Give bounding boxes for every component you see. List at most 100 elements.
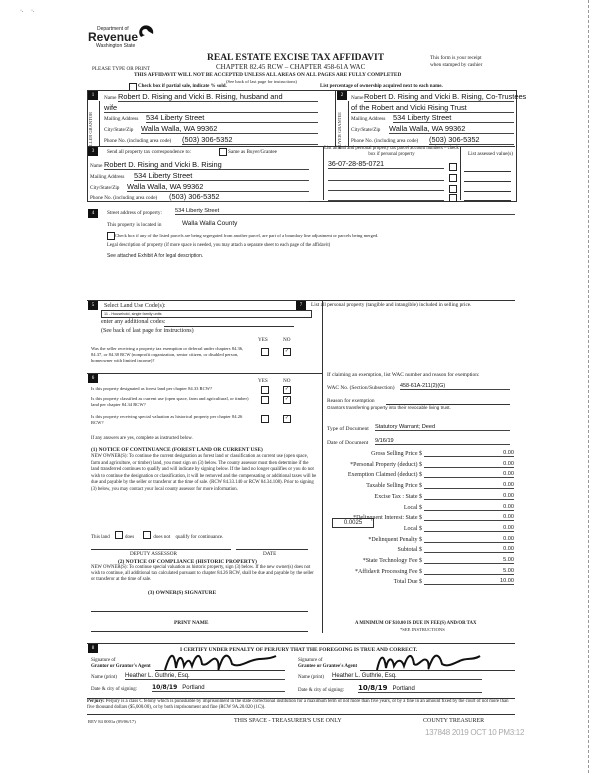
same-as-buyer-checkbox[interactable] (219, 148, 227, 156)
assessed-value-field[interactable] (464, 200, 511, 201)
grantor-name-field[interactable]: Heather L. Guthrie, Esq. (125, 673, 285, 680)
exemption-no-checkbox[interactable]: ✓ (283, 348, 291, 356)
notice-continuance-body: NEW OWNER(S): To continue the current de… (91, 454, 317, 492)
seller-name-field-2[interactable]: wife (104, 103, 318, 113)
assessor-date-field[interactable] (236, 549, 308, 550)
does-label: does (125, 535, 135, 540)
fee-value-field[interactable]: 0.00 (424, 546, 514, 554)
seller-city-field[interactable]: Walla Walla, WA 99362 (141, 124, 318, 134)
seller-side-label: SELLER GRANTOR (88, 112, 93, 152)
perjury-heading: Perjury: (87, 699, 105, 704)
divider (87, 698, 515, 699)
doc-type-field[interactable]: Statutory Warrant; Deed (375, 424, 510, 431)
current-use-no-checkbox[interactable]: ✓ (283, 396, 291, 404)
fee-value-field[interactable]: 0.00 (424, 525, 514, 532)
fee-label: Local $ (403, 525, 422, 532)
grantee-name-field[interactable]: Heather L. Guthrie, Esq. (332, 673, 482, 680)
assessed-value-field[interactable] (464, 171, 511, 172)
county-treasurer-label: COUNTY TREASURER (423, 718, 485, 724)
historic-no-checkbox[interactable]: ✓ (283, 415, 291, 423)
forest-yes-checkbox[interactable] (261, 386, 269, 394)
segregated-checkbox[interactable] (107, 232, 115, 240)
deputy-assessor-signature[interactable] (91, 549, 231, 550)
current-use-question: Is this property classified as current u… (91, 396, 249, 407)
fee-value-field[interactable]: 5.00 (424, 557, 514, 564)
local-rate-field[interactable]: 0.0025 (332, 518, 374, 528)
fee-label: Gross Selling Price $ (371, 451, 422, 457)
scan-specks: ·. ·. (20, 8, 35, 14)
buyer-address-field[interactable]: 534 Liberty Street (393, 113, 514, 123)
please-type-note: PLEASE TYPE OR PRINT (92, 66, 150, 72)
seller-phone-field[interactable]: (503) 306-5352 (182, 135, 318, 145)
tax-name-field[interactable]: Robert D. Rising and Vicki B. Rising (104, 160, 309, 170)
dor-logo: Department of Revenue Washington State (88, 26, 138, 49)
reason-field[interactable]: Grantors transferring property into thei… (327, 405, 451, 410)
tax-address-field[interactable]: 534 Liberty Street (134, 171, 309, 181)
assessed-value-field[interactable] (464, 191, 511, 192)
grantor-date-city-field[interactable]: 10/8/19 Portland (152, 684, 285, 692)
fee-value-field[interactable]: 0.00 (424, 536, 514, 543)
seller-address-field[interactable]: 534 Liberty Street (146, 113, 318, 123)
fee-value-field[interactable]: 0.00 (424, 504, 514, 511)
seller-name-field[interactable]: Robert D. Rising and Vicki B. Rising, hu… (118, 92, 318, 102)
doc-date-field[interactable]: 9/16/19 (375, 438, 510, 445)
wac-field[interactable]: 458-61A-211(2)(G) (400, 383, 510, 390)
grantee-signature-field[interactable] (360, 670, 515, 671)
personal-property-checkbox[interactable] (449, 185, 457, 193)
parcel-field[interactable]: 36-07-28-85-0721 (328, 161, 444, 169)
assessed-value-field[interactable] (464, 181, 511, 182)
logo-line2: Revenue (88, 30, 139, 44)
fee-value-field[interactable]: 0.00 (424, 471, 514, 479)
divider (87, 714, 515, 715)
parcel-field[interactable] (328, 192, 444, 201)
fee-value-field[interactable]: 0.00 (424, 514, 514, 522)
fee-value-field[interactable]: 0.00 (424, 461, 514, 468)
fee-value-field[interactable]: 0.00 (424, 493, 514, 500)
fee-value-field[interactable]: 5.00 (424, 568, 514, 575)
section-2-badge: 2 (337, 91, 347, 100)
personal-property-checkbox[interactable] (449, 174, 457, 182)
buyer-name-field[interactable]: Robert D. Rising and Vicki B. Rising, Co… (364, 92, 527, 102)
section-3-badge: 3 (88, 147, 98, 156)
fee-value-field[interactable]: 0.00 (424, 450, 514, 457)
current-use-yes-checkbox[interactable] (261, 396, 269, 404)
tax-city-field[interactable]: Walla Walla, WA 99362 (127, 182, 309, 192)
personal-property-checkbox[interactable] (449, 194, 457, 202)
land-use-select[interactable]: 11 - Household, single family units (101, 310, 312, 318)
fee-value-field[interactable]: 0.00 (424, 482, 514, 490)
fee-value-field[interactable]: 10.00 (424, 578, 514, 586)
divider (460, 146, 461, 200)
grantor-signature-field[interactable] (155, 670, 285, 671)
historic-yes-checkbox[interactable] (261, 415, 269, 423)
parcel-field[interactable] (328, 182, 444, 191)
buyer-phone-label: Phone No. (including area code) (351, 138, 419, 144)
print-name-label: PRINT NAME (174, 620, 209, 626)
buyer-name-field-2[interactable]: of the Robert and Vicki Rising Trust (351, 103, 514, 113)
does-not-checkbox[interactable] (143, 531, 152, 539)
grantee-date-city-field[interactable]: 10/8/19 Portland (358, 684, 482, 693)
additional-codes-field[interactable] (164, 326, 294, 327)
ownership-note: List percentage of ownership acquired ne… (320, 84, 443, 89)
grantor-name-label: Name (print) (91, 675, 117, 680)
buyer-city-field[interactable]: Walla Walla, WA 99362 (389, 124, 514, 134)
personal-property-checkbox[interactable] (449, 163, 457, 171)
tax-city-label: City/State/Zip (90, 185, 120, 191)
print-name-field[interactable] (91, 631, 308, 632)
parcel-field[interactable] (328, 172, 444, 181)
section-8-badge: 8 (88, 644, 98, 653)
does-checkbox[interactable] (115, 531, 123, 539)
tax-phone-field[interactable]: (503) 306-5352 (169, 192, 309, 202)
street-field[interactable]: 534 Liberty Street (175, 208, 515, 215)
buyer-phone-field[interactable]: (503) 306-5352 (429, 135, 514, 145)
buyer-city-label: City/State/Zip (351, 127, 381, 133)
fee-label: Exemption Claimed (deduct) $ (347, 472, 422, 479)
doc-date-label: Date of Document (327, 440, 369, 446)
exemption-question: Was the seller receiving a property tax … (91, 346, 244, 363)
fee-label: Excise Tax : State $ (374, 493, 422, 500)
owner-signature-field[interactable] (91, 611, 308, 612)
county-value: Walla Walla County (182, 220, 238, 227)
exemption-yes-checkbox[interactable] (261, 348, 269, 356)
divider (323, 146, 324, 200)
forest-no-checkbox[interactable]: ✓ (283, 386, 291, 394)
